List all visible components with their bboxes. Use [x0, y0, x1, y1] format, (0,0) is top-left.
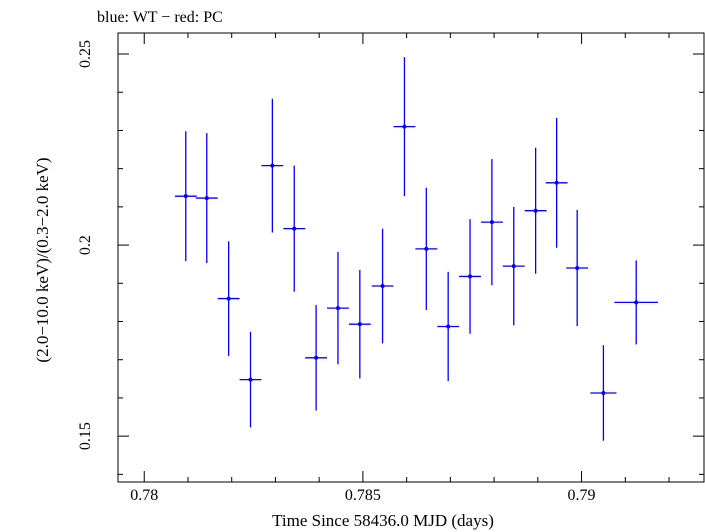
data-point	[511, 264, 516, 269]
data-point	[446, 324, 451, 329]
data-point	[226, 296, 231, 301]
data-point-group	[348, 269, 371, 379]
data-point-group	[217, 241, 240, 356]
data-point	[601, 390, 606, 395]
data-point	[292, 226, 297, 231]
data-point	[468, 274, 473, 279]
y-tick-label: 0.25	[77, 40, 94, 68]
data-point-group	[371, 228, 394, 344]
data-point-group	[174, 131, 197, 262]
axes: 0.78 0.785 0.79 0.15 0.2 0.25	[77, 33, 704, 504]
data-point-group	[459, 219, 481, 334]
data-point-group	[545, 117, 568, 248]
data-point-group	[590, 345, 617, 441]
y-tick-label: 0.15	[77, 422, 94, 450]
data-point	[533, 208, 538, 213]
data-point	[380, 283, 385, 288]
x-axis-label: Time Since 58436.0 MJD (days)	[272, 511, 494, 530]
data-point-group	[261, 98, 284, 233]
data-point-group	[239, 331, 262, 428]
data-point	[270, 163, 275, 168]
data-point-group	[327, 251, 349, 365]
plot-frame	[117, 32, 705, 483]
data-point	[489, 220, 494, 225]
x-tick-label: 0.785	[345, 487, 381, 504]
data-layer	[174, 57, 659, 441]
data-point-group	[614, 260, 659, 345]
y-axis-label: (2.0−10.0 keV)/(0.3−2.0 keV)	[33, 157, 52, 362]
data-point-group	[393, 57, 416, 197]
x-tick-label: 0.79	[568, 487, 596, 504]
y-tick-label: 0.2	[77, 235, 94, 255]
data-point-group	[480, 159, 503, 286]
chart-title: blue: WT − red: PC	[97, 9, 223, 26]
data-point	[335, 306, 340, 311]
x-tick-label: 0.78	[130, 487, 158, 504]
data-point	[575, 266, 580, 271]
data-point	[314, 355, 319, 360]
data-point	[402, 124, 407, 129]
data-point-group	[283, 165, 306, 292]
data-point	[424, 246, 429, 251]
data-point-group	[415, 187, 438, 311]
data-point-group	[502, 206, 525, 326]
data-point	[634, 300, 639, 305]
data-point-group	[524, 147, 547, 274]
data-point	[357, 322, 362, 327]
data-point	[554, 180, 559, 185]
data-point-group	[437, 271, 460, 382]
data-point-group	[566, 209, 589, 327]
data-point	[248, 377, 253, 382]
data-point	[183, 194, 188, 199]
data-point-group	[195, 133, 218, 264]
data-point-group	[305, 305, 328, 411]
data-point	[204, 196, 209, 201]
